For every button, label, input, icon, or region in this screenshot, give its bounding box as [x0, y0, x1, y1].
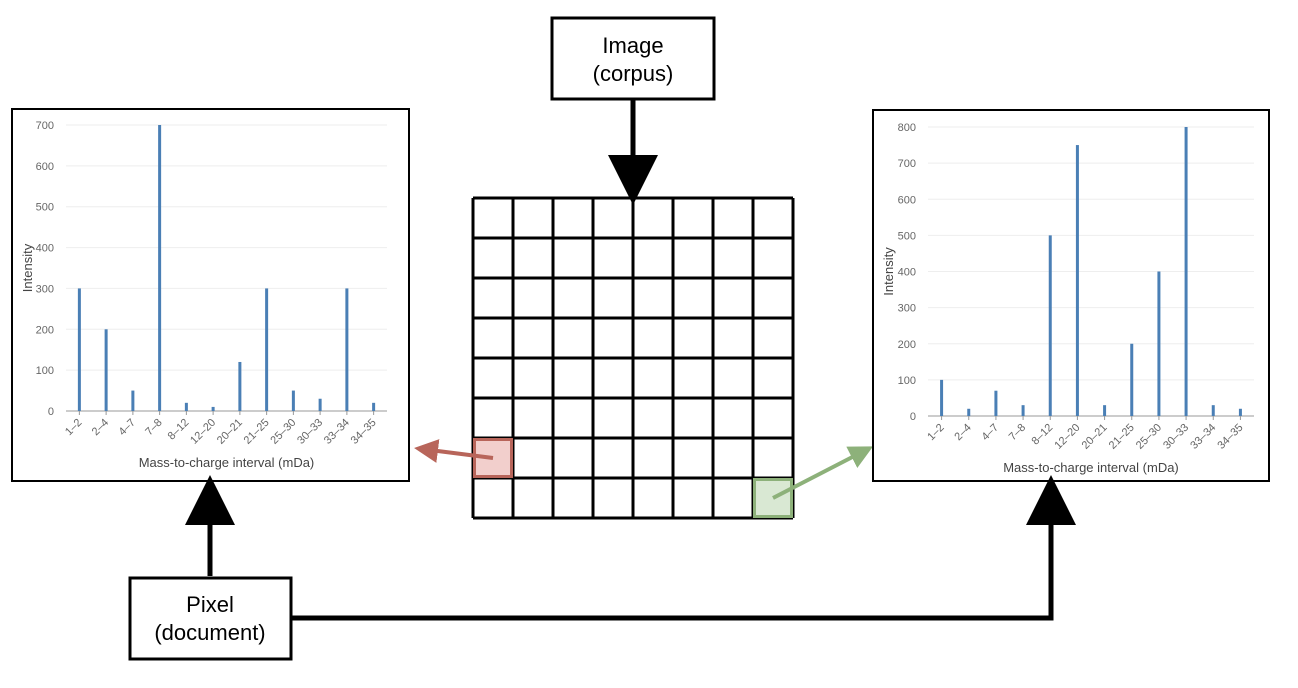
left-chart-y-tick-label: 100 [36, 365, 54, 377]
right-chart-bar [967, 408, 971, 416]
right-chart-bar [1184, 127, 1188, 416]
left-chart-y-tick-label: 600 [36, 161, 54, 173]
left-chart-bar [318, 398, 322, 411]
left-chart-y-axis-title: Intensity [20, 243, 35, 292]
arrow-pixel-to-left-chart [414, 439, 494, 463]
right-chart-bar [1048, 235, 1052, 416]
right-chart-y-tick-label: 700 [898, 158, 916, 170]
left-chart-bar [184, 402, 188, 411]
arrow-pixel-to-right-chart [772, 446, 874, 500]
left-chart-bar [104, 329, 108, 411]
left-chart-y-tick-label: 200 [36, 324, 54, 336]
right-chart-y-tick-label: 300 [898, 303, 916, 315]
image-corpus-box: Image (corpus) [550, 16, 716, 101]
right-chart-bar [1211, 405, 1215, 416]
left-chart-bar [291, 390, 295, 411]
left-chart-bar [372, 402, 376, 411]
left-chart-bar [131, 390, 135, 411]
right-chart-y-tick-label: 600 [898, 194, 916, 206]
right-chart-y-axis-title: Intensity [881, 247, 896, 296]
left-chart-y-tick-label: 300 [36, 283, 54, 295]
left-chart-bar [238, 361, 242, 411]
right-chart-x-axis-title: Mass-to-charge interval (mDa) [1003, 460, 1179, 475]
right-chart-y-tick-label: 400 [898, 267, 916, 279]
right-chart-y-tick-label: 800 [898, 122, 916, 134]
right-chart-bar [1130, 343, 1134, 416]
image-box-line2: (corpus) [593, 61, 674, 86]
highlight-pixel-right-border [753, 478, 793, 518]
pixel-box-line2: (document) [154, 620, 265, 645]
left-chart-y-tick-label: 700 [36, 120, 54, 132]
left-chart-bar [345, 288, 349, 411]
left-chart-x-axis-title: Mass-to-charge interval (mDa) [139, 455, 315, 470]
image-box-line1: Image [602, 33, 663, 58]
pixel-box-line1: Pixel [186, 592, 234, 617]
right-chart-y-tick-label: 100 [898, 375, 916, 387]
right-chart-y-tick-label: 500 [898, 230, 916, 242]
right-chart-bar [1021, 405, 1025, 416]
right-chart-bar [940, 379, 944, 416]
left-chart-y-tick-label: 0 [48, 406, 54, 418]
left-chart-bar [158, 125, 162, 411]
left-chart-bar [211, 406, 215, 411]
right-chart-bar [1075, 145, 1079, 416]
pixel-document-box: Pixel (document) [128, 576, 293, 661]
right-chart-bar [1157, 271, 1161, 416]
right-chart-bar [1238, 408, 1242, 416]
pixel-grid [471, 196, 795, 520]
left-chart-y-tick-label: 400 [36, 243, 54, 255]
right-chart-y-tick-label: 200 [898, 339, 916, 351]
left-chart-bar [77, 288, 81, 411]
right-chart-y-tick-label: 0 [910, 411, 916, 423]
left-chart-y-tick-label: 500 [36, 202, 54, 214]
highlight-pixel-left-border [473, 438, 513, 478]
arrow-pixel-to-right-panel [291, 475, 1076, 621]
right-chart-bar [1103, 405, 1107, 416]
left-chart-bar [265, 288, 269, 411]
right-chart-bar [994, 390, 998, 416]
